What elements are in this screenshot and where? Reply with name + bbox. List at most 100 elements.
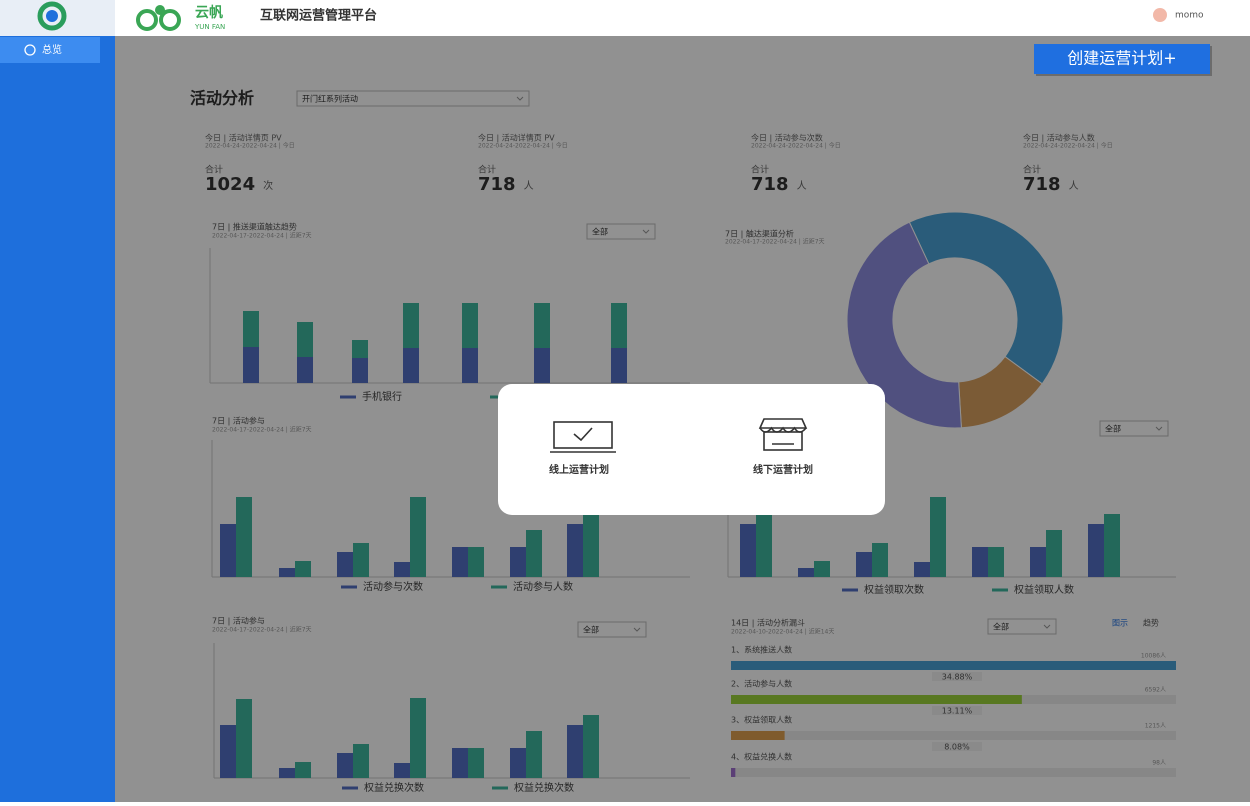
select[interactable] bbox=[586, 223, 656, 240]
stat-date: 2022-04-24-2022-04-24 | 今日 bbox=[751, 142, 841, 150]
sidebar bbox=[0, 0, 115, 802]
online-icon[interactable] bbox=[550, 421, 616, 453]
create-button[interactable] bbox=[1034, 44, 1210, 74]
stat-unit: 人 bbox=[524, 180, 534, 192]
bar bbox=[243, 311, 259, 347]
chart-title: 7日 | 触达渠道分析 bbox=[725, 229, 794, 239]
stat-unit: 人 bbox=[1069, 180, 1079, 192]
modal bbox=[498, 384, 885, 515]
select-caret bbox=[1155, 426, 1163, 431]
stat-date: 2022-04-24-2022-04-24 | 今日 bbox=[478, 142, 568, 150]
bar bbox=[468, 748, 484, 778]
app-title: 互联网运营管理平台 bbox=[260, 8, 377, 24]
funnel-bar bbox=[731, 768, 736, 777]
funnel-track bbox=[731, 768, 1176, 777]
chart-date: 2022-04-17-2022-04-24 | 近距7天 bbox=[212, 626, 312, 634]
offline-icon[interactable] bbox=[758, 418, 808, 451]
legend-label: 手机银行 bbox=[362, 390, 402, 403]
select-value[interactable]: 开门红系列活动 bbox=[302, 94, 358, 104]
chart-title: 14日 | 活动分析漏斗 bbox=[731, 618, 805, 628]
stat-total-label: 合计 bbox=[205, 164, 223, 176]
legend-label: 权益兑换次数 bbox=[514, 781, 574, 794]
bar bbox=[220, 725, 236, 778]
select[interactable] bbox=[296, 90, 530, 107]
create-button-label[interactable]: 创建运营计划+ bbox=[1067, 49, 1176, 68]
stat-total-label: 合计 bbox=[751, 164, 769, 176]
tab[interactable]: 图示 bbox=[1112, 619, 1128, 628]
select-value[interactable]: 全部 bbox=[583, 625, 599, 635]
bar bbox=[756, 497, 772, 577]
select[interactable] bbox=[1099, 420, 1169, 437]
bar bbox=[798, 568, 814, 577]
stat-date: 2022-04-24-2022-04-24 | 今日 bbox=[205, 142, 295, 150]
select[interactable] bbox=[987, 618, 1057, 635]
bar bbox=[462, 303, 478, 348]
bar bbox=[930, 497, 946, 577]
stat-label: 今日 | 活动参与人数 bbox=[1023, 133, 1095, 143]
bar bbox=[1030, 547, 1046, 577]
funnel-label: 4、权益兑换人数 bbox=[731, 752, 792, 762]
brand-logo bbox=[155, 5, 165, 15]
modal-option[interactable]: 线下运营计划 bbox=[753, 463, 813, 476]
bar bbox=[410, 497, 426, 577]
bar bbox=[394, 562, 410, 577]
bar bbox=[353, 543, 369, 577]
bar bbox=[567, 524, 583, 577]
funnel-bar bbox=[731, 731, 785, 740]
bar bbox=[337, 753, 353, 778]
brand-logo bbox=[159, 9, 181, 31]
brand-logo bbox=[136, 9, 158, 31]
bar bbox=[295, 762, 311, 778]
section-title: 活动分析 bbox=[190, 89, 254, 108]
user-name[interactable]: momo bbox=[1175, 11, 1204, 21]
bar bbox=[814, 561, 830, 577]
bar bbox=[243, 347, 259, 383]
select-value[interactable]: 全部 bbox=[993, 622, 1009, 632]
tab[interactable]: 趋势 bbox=[1143, 618, 1159, 628]
bar bbox=[510, 547, 526, 577]
bar bbox=[353, 744, 369, 778]
select-value[interactable]: 全部 bbox=[1105, 424, 1121, 434]
rate-badge bbox=[932, 742, 982, 751]
bar bbox=[567, 725, 583, 778]
chart-title: 7日 | 活动参与 bbox=[212, 616, 265, 626]
bar bbox=[403, 348, 419, 383]
header bbox=[115, 0, 1250, 36]
funnel-rate: 34.88% bbox=[942, 673, 973, 682]
stat-label: 今日 | 活动参与次数 bbox=[751, 133, 823, 143]
avatar[interactable] bbox=[1153, 8, 1167, 22]
funnel-bar bbox=[731, 661, 1176, 670]
menu-item-active[interactable] bbox=[0, 37, 100, 63]
bar bbox=[337, 552, 353, 577]
bar bbox=[462, 348, 478, 383]
bar bbox=[534, 348, 550, 383]
bar bbox=[452, 748, 468, 778]
bar bbox=[534, 303, 550, 348]
bar bbox=[1104, 514, 1120, 577]
bar bbox=[988, 547, 1004, 577]
legend-label: 活动参与人数 bbox=[513, 580, 573, 593]
select-value[interactable]: 全部 bbox=[592, 227, 608, 237]
bar bbox=[526, 530, 542, 577]
bar bbox=[510, 748, 526, 778]
bar bbox=[914, 562, 930, 577]
brand-en: YUN FAN bbox=[194, 23, 225, 31]
bar bbox=[236, 497, 252, 577]
legend-label: 活动参与次数 bbox=[363, 580, 423, 593]
bar bbox=[410, 698, 426, 778]
chart-date: 2022-04-17-2022-04-24 | 近距7天 bbox=[212, 426, 312, 434]
bar bbox=[872, 543, 888, 577]
modal-option[interactable]: 线上运营计划 bbox=[549, 463, 609, 476]
menu-label[interactable]: 总览 bbox=[42, 43, 62, 56]
stat-total-label: 合计 bbox=[1023, 164, 1041, 176]
chart-title: 7日 | 推送渠道触达趋势 bbox=[212, 222, 297, 232]
funnel-rate: 13.11% bbox=[942, 707, 973, 716]
funnel-value: 1215人 bbox=[1145, 723, 1166, 730]
stat-value: 718 bbox=[1023, 174, 1061, 195]
select[interactable] bbox=[577, 621, 647, 638]
stat-value: 718 bbox=[478, 174, 516, 195]
funnel-label: 3、权益领取人数 bbox=[731, 715, 792, 725]
logo bbox=[37, 1, 67, 31]
bar bbox=[297, 357, 313, 383]
